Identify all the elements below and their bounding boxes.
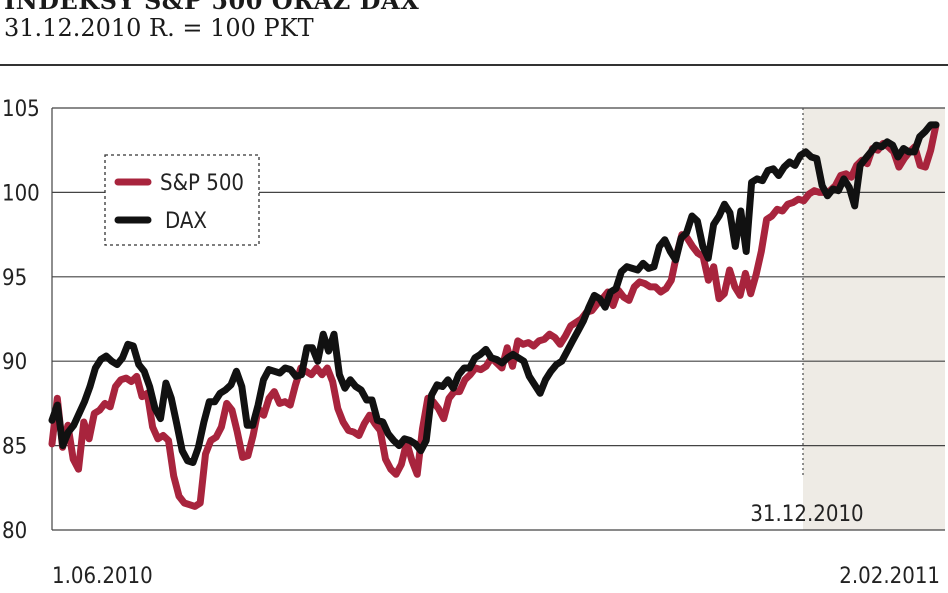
title-divider xyxy=(0,64,948,66)
legend-box xyxy=(104,154,260,246)
legend-label-dax: DAX xyxy=(165,209,207,234)
x-end-label: 2.02.2011 xyxy=(839,564,940,589)
chart-title: INDEKSY S&P 500 ORAZ DAX xyxy=(4,0,420,15)
legend-label-sp500: S&P 500 xyxy=(160,171,244,196)
chart-subtitle: 31.12.2010 R. = 100 PKT xyxy=(4,14,314,42)
y-tick-label: 95 xyxy=(2,266,27,291)
y-axis: 80 85 90 95 100 105 xyxy=(2,97,40,544)
y-tick-label: 105 xyxy=(2,97,40,122)
legend: S&P 500 DAX xyxy=(104,154,260,246)
shaded-period xyxy=(803,108,945,530)
y-tick-label: 90 xyxy=(2,350,27,375)
series-line-dax xyxy=(48,121,940,466)
x-start-label: 1.06.2010 xyxy=(52,564,153,589)
y-tick-label: 100 xyxy=(2,181,40,206)
reference-date-label: 31.12.2010 xyxy=(750,502,863,527)
y-tick-label: 80 xyxy=(2,519,27,544)
y-tick-label: 85 xyxy=(2,435,27,460)
